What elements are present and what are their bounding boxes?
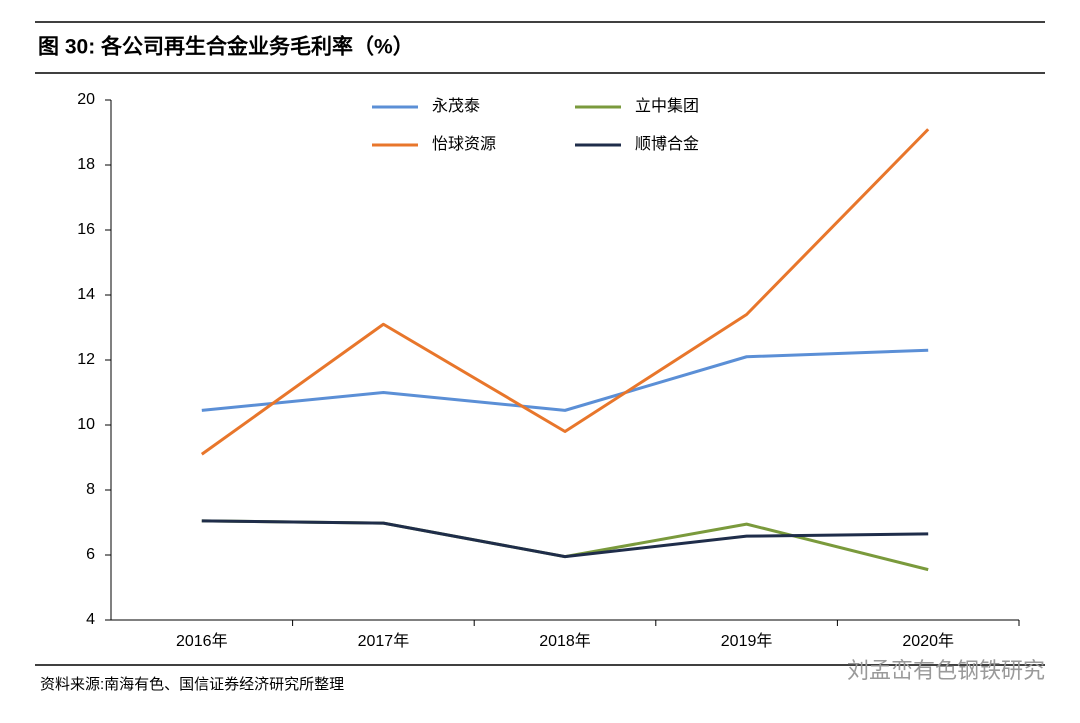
watermark: 刘孟峦有色钢铁研究 <box>847 658 1045 683</box>
y-tick-label: 4 <box>86 611 95 628</box>
x-tick-label: 2018年 <box>539 632 591 650</box>
source-note: 资料来源:南海有色、国信证券经济研究所整理 <box>40 676 344 693</box>
legend-label: 永茂泰 <box>432 97 480 115</box>
y-tick-label: 10 <box>77 416 95 433</box>
y-tick-label: 20 <box>77 91 95 108</box>
y-tick-label: 16 <box>77 221 95 238</box>
x-tick-label: 2019年 <box>721 632 773 650</box>
x-tick-label: 2017年 <box>358 632 410 650</box>
legend-label: 立中集团 <box>635 97 699 115</box>
y-tick-label: 18 <box>77 156 95 173</box>
y-tick-label: 14 <box>77 286 95 303</box>
series-line <box>201 348 929 412</box>
y-tick-label: 6 <box>86 546 95 563</box>
y-tick-label: 12 <box>77 351 95 368</box>
series-line <box>200 128 930 456</box>
chart-title: 图 30: 各公司再生合金业务毛利率（%） <box>38 35 414 59</box>
series-line <box>201 519 929 559</box>
series-line <box>201 519 929 572</box>
legend-label: 顺博合金 <box>635 135 699 153</box>
legend-label: 怡球资源 <box>432 135 496 153</box>
x-tick-label: 2016年 <box>176 632 228 650</box>
y-tick-label: 8 <box>86 481 95 498</box>
x-tick-label: 2020年 <box>902 632 954 650</box>
